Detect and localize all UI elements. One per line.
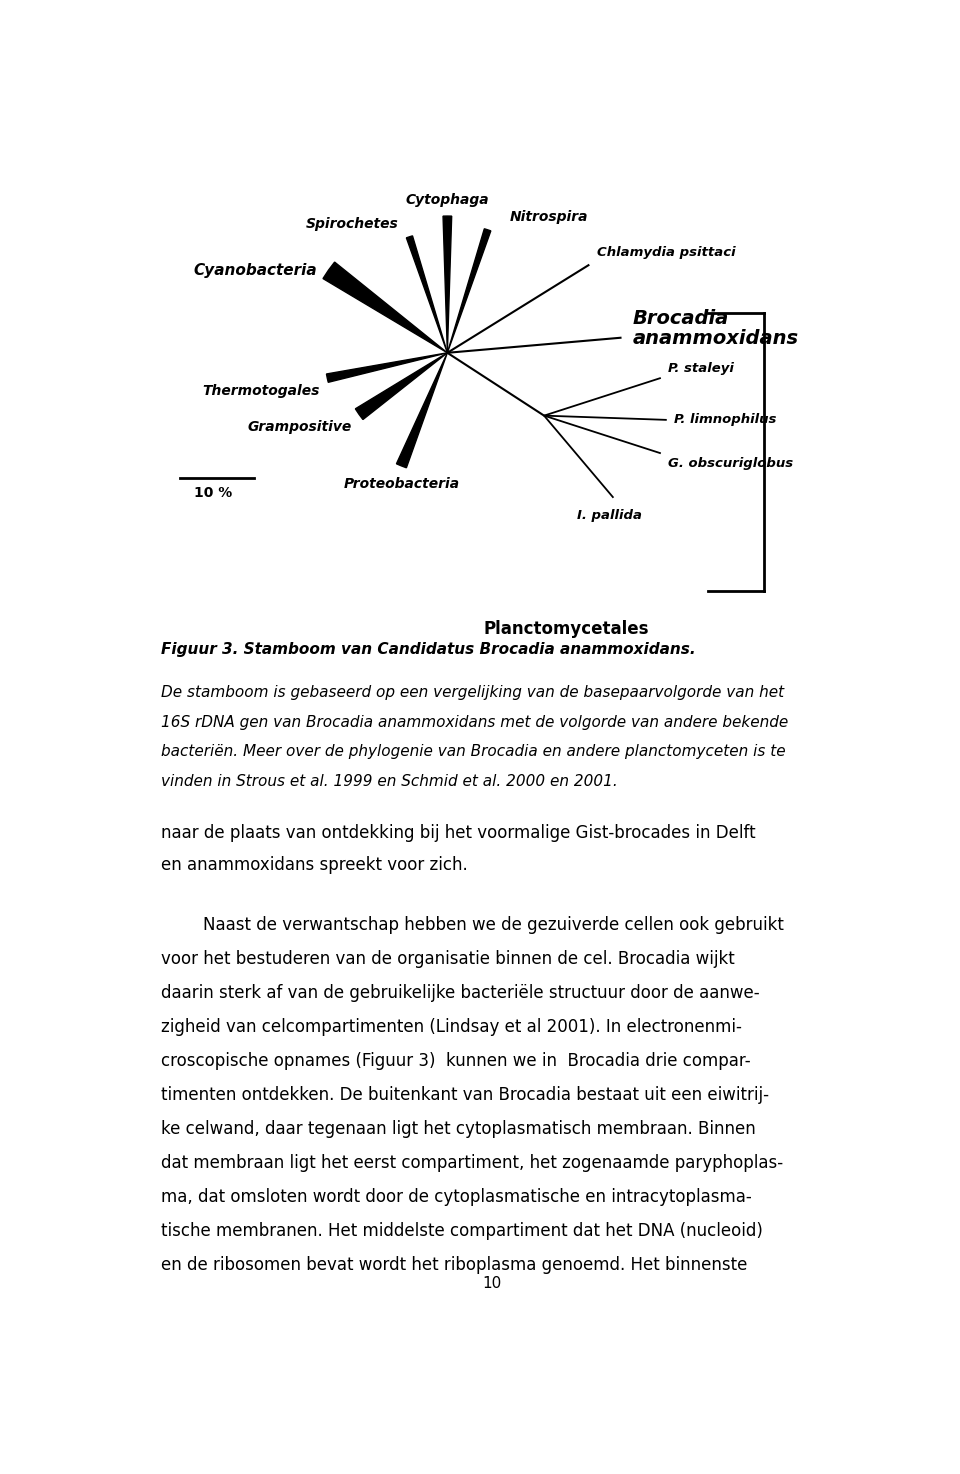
Text: Proteobacteria: Proteobacteria (344, 478, 460, 491)
Text: Grampositive: Grampositive (248, 420, 351, 433)
Text: ma, dat omsloten wordt door de cytoplasmatische en intracytoplasma-: ma, dat omsloten wordt door de cytoplasm… (161, 1188, 752, 1206)
Text: Figuur 3. Stamboom van Candidatus Brocadia anammoxidans.: Figuur 3. Stamboom van Candidatus Brocad… (161, 643, 696, 657)
Polygon shape (355, 352, 447, 420)
Polygon shape (326, 352, 447, 382)
Text: voor het bestuderen van de organisatie binnen de cel. Brocadia wijkt: voor het bestuderen van de organisatie b… (161, 949, 734, 968)
Text: vinden in Strous et al. 1999 en Schmid et al. 2000 en 2001.: vinden in Strous et al. 1999 en Schmid e… (161, 774, 617, 789)
Text: 10: 10 (482, 1276, 502, 1291)
Text: Thermotogales: Thermotogales (203, 383, 320, 398)
Text: I. pallida: I. pallida (577, 509, 642, 522)
Polygon shape (443, 217, 452, 352)
Text: bacteriën. Meer over de phylogenie van Brocadia en andere planctomyceten is te: bacteriën. Meer over de phylogenie van B… (161, 744, 785, 759)
Text: 10 %: 10 % (194, 485, 232, 500)
Text: Nitrospira: Nitrospira (510, 211, 588, 224)
Text: croscopische opnames (Figuur 3)  kunnen we in  Brocadia drie compar-: croscopische opnames (Figuur 3) kunnen w… (161, 1052, 751, 1070)
Text: dat membraan ligt het eerst compartiment, het zogenaamde paryphoplas-: dat membraan ligt het eerst compartiment… (161, 1154, 783, 1172)
Polygon shape (396, 352, 447, 467)
Text: Spirochetes: Spirochetes (305, 217, 398, 231)
Text: Cytophaga: Cytophaga (405, 193, 490, 206)
Text: zigheid van celcompartimenten (Lindsay et al 2001). In electronenmi-: zigheid van celcompartimenten (Lindsay e… (161, 1019, 742, 1036)
Text: tische membranen. Het middelste compartiment dat het DNA (nucleoid): tische membranen. Het middelste comparti… (161, 1222, 763, 1240)
Text: en anammoxidans spreekt voor zich.: en anammoxidans spreekt voor zich. (161, 855, 468, 874)
Text: Naast de verwantschap hebben we de gezuiverde cellen ook gebruikt: Naast de verwantschap hebben we de gezui… (161, 915, 783, 933)
Polygon shape (406, 236, 447, 352)
Text: G. obscuriglobus: G. obscuriglobus (668, 457, 793, 470)
Text: 16S rDNA gen van Brocadia anammoxidans met de volgorde van andere bekende: 16S rDNA gen van Brocadia anammoxidans m… (161, 715, 788, 730)
Text: P. limnophilus: P. limnophilus (674, 413, 777, 426)
Polygon shape (323, 262, 447, 352)
Text: P. staleyi: P. staleyi (668, 361, 734, 374)
Text: timenten ontdekken. De buitenkant van Brocadia bestaat uit een eiwitrij-: timenten ontdekken. De buitenkant van Br… (161, 1086, 769, 1104)
Text: De stamboom is gebaseerd op een vergelijking van de basepaarvolgorde van het: De stamboom is gebaseerd op een vergelij… (161, 685, 784, 700)
Text: Chlamydia psittaci: Chlamydia psittaci (597, 246, 735, 259)
Text: Planctomycetales: Planctomycetales (484, 619, 649, 638)
Text: en de ribosomen bevat wordt het riboplasma genoemd. Het binnenste: en de ribosomen bevat wordt het riboplas… (161, 1256, 747, 1274)
Polygon shape (447, 228, 491, 352)
Text: Brocadia
anammoxidans: Brocadia anammoxidans (633, 310, 799, 348)
Text: ke celwand, daar tegenaan ligt het cytoplasmatisch membraan. Binnen: ke celwand, daar tegenaan ligt het cytop… (161, 1120, 756, 1138)
Text: daarin sterk af van de gebruikelijke bacteriële structuur door de aanwe-: daarin sterk af van de gebruikelijke bac… (161, 983, 759, 1002)
Text: naar de plaats van ontdekking bij het voormalige Gist-brocades in Delft: naar de plaats van ontdekking bij het vo… (161, 824, 756, 842)
Text: Cyanobacteria: Cyanobacteria (194, 262, 318, 277)
